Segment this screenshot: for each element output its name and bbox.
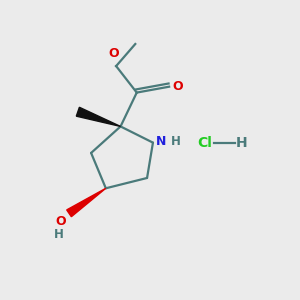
Text: H: H [236,136,247,150]
Text: O: O [173,80,183,93]
Polygon shape [67,188,106,217]
Text: H: H [171,135,181,148]
Text: O: O [56,215,66,228]
Text: N: N [156,135,166,148]
Text: Cl: Cl [197,136,212,150]
Text: O: O [109,46,119,60]
Polygon shape [76,107,121,126]
Text: H: H [54,228,64,241]
